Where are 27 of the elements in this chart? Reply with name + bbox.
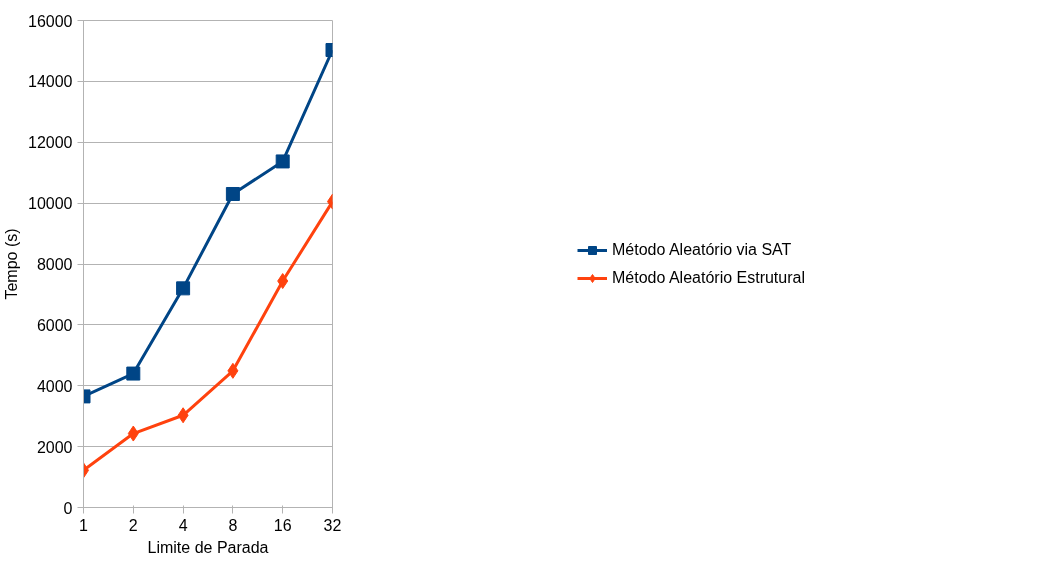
point xyxy=(177,407,189,424)
y-tick-label: 2000 xyxy=(36,438,73,456)
point xyxy=(127,425,139,442)
y-tick-label: 14000 xyxy=(28,73,73,91)
point xyxy=(176,281,191,296)
y-tick-label: 12000 xyxy=(28,134,73,152)
x-tick-label: 1 xyxy=(79,516,89,534)
y-tick-label: 0 xyxy=(63,499,73,517)
point xyxy=(126,366,141,381)
point xyxy=(225,186,240,201)
legend-label: Método Aleatório Estrutural xyxy=(612,268,805,287)
y-tick-label: 8000 xyxy=(36,256,73,273)
x-tick-label: 8 xyxy=(228,516,238,534)
legend-label: Método Aleatório via SAT xyxy=(612,240,792,259)
x-axis-title: Limite de Parada xyxy=(147,538,269,556)
x-tick-label: 4 xyxy=(178,516,188,534)
y-tick-label: 10000 xyxy=(28,195,73,213)
x-tick-label: 16 xyxy=(273,516,292,534)
y-tick-label: 6000 xyxy=(36,316,73,334)
x-tick-label: 32 xyxy=(323,516,342,534)
point xyxy=(227,362,239,379)
y-tick-label: 16000 xyxy=(28,12,73,30)
point xyxy=(275,154,290,169)
point xyxy=(277,273,289,290)
x-tick-label: 2 xyxy=(128,516,138,534)
y-tick-label: 4000 xyxy=(36,377,73,395)
y-axis-title: Tempo (s) xyxy=(3,228,21,300)
